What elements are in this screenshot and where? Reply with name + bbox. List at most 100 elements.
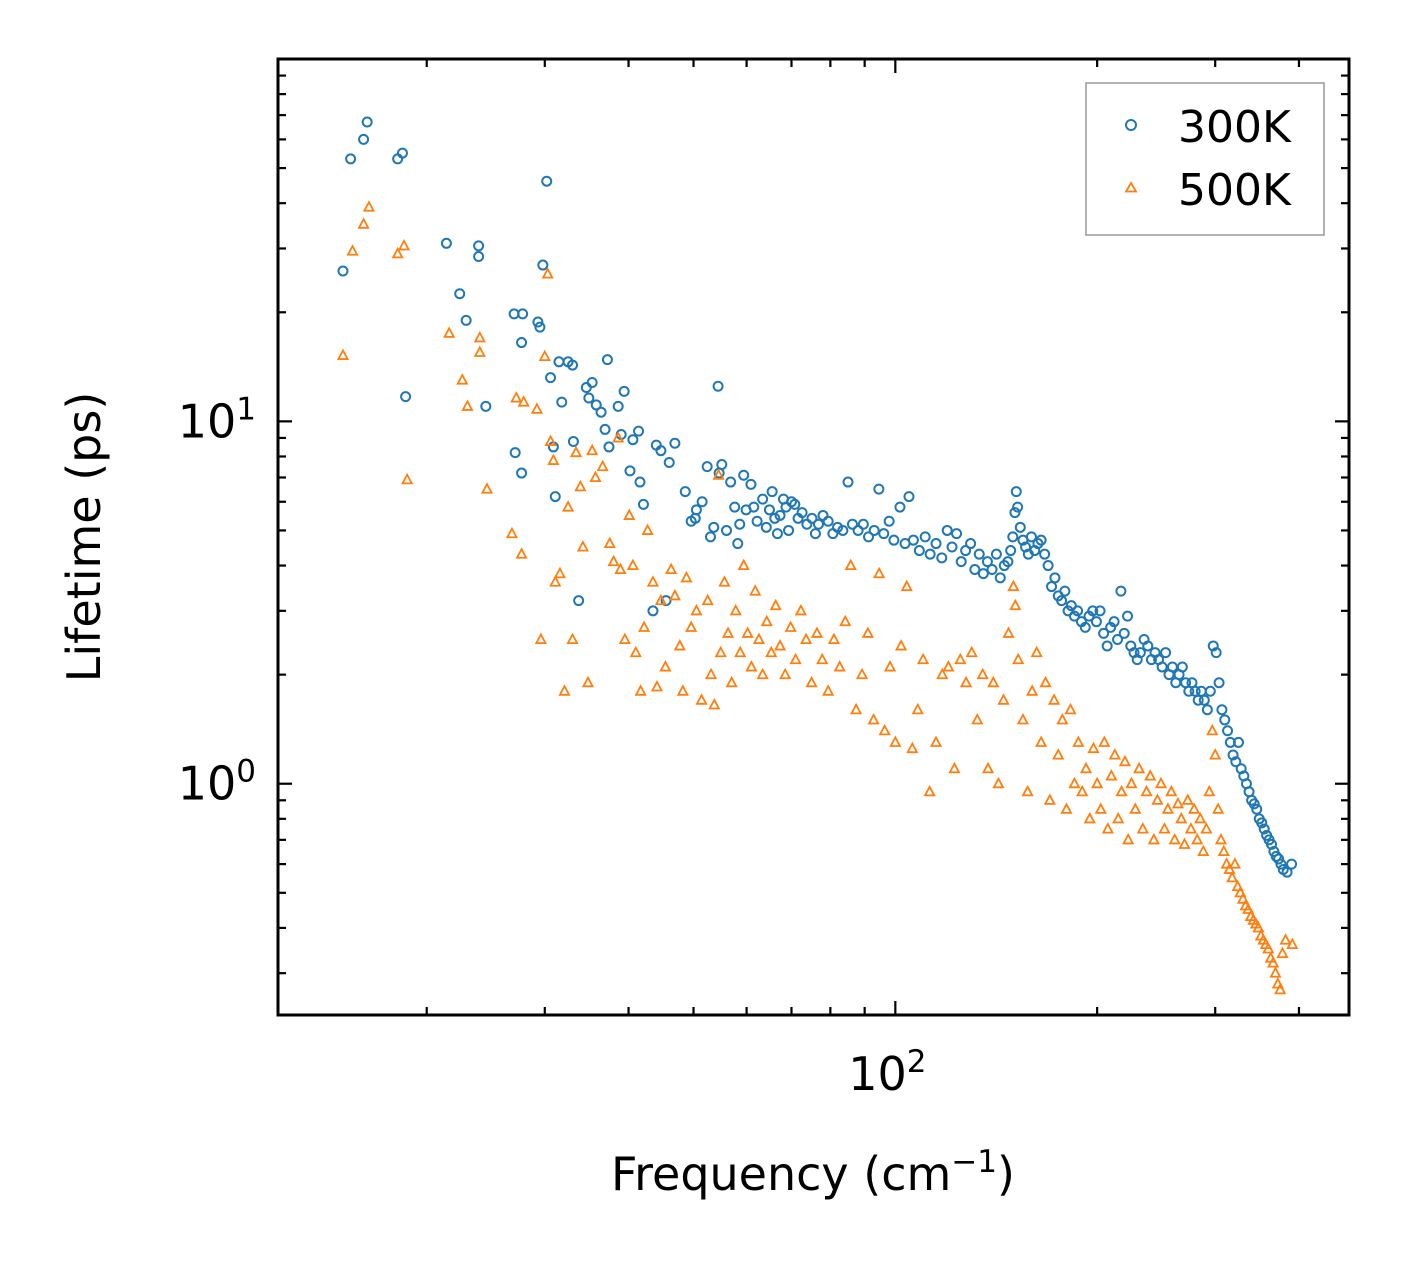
- data-point-300k: [627, 434, 639, 446]
- data-point-300k: [1204, 685, 1216, 697]
- data-point-300k: [1005, 545, 1017, 557]
- data-point-300k: [738, 469, 750, 481]
- data-point-300k: [1222, 725, 1234, 737]
- data-point-500k: [942, 660, 955, 672]
- data-point-500k: [1147, 832, 1160, 845]
- data-point-300k: [1035, 534, 1047, 546]
- data-point-500k: [566, 632, 579, 645]
- data-point-500k: [997, 693, 1010, 705]
- data-point-300k: [873, 483, 885, 495]
- data-point-500k: [1211, 802, 1225, 814]
- data-point-300k: [774, 509, 786, 521]
- data-point-300k: [1115, 585, 1127, 597]
- data-point-500k: [576, 540, 590, 552]
- x-tick-label: 102: [848, 1044, 926, 1101]
- data-point-500k: [1122, 832, 1135, 845]
- data-point-500k: [1079, 761, 1093, 774]
- data-point-500k: [789, 652, 802, 665]
- data-point-300k: [977, 568, 989, 580]
- data-point-500k: [1072, 735, 1085, 747]
- data-point-500k: [1118, 754, 1132, 767]
- data-point-300k: [903, 491, 915, 503]
- data-point-500k: [1236, 892, 1250, 904]
- data-point-500k: [1262, 942, 1275, 954]
- data-point-300k: [1049, 572, 1061, 584]
- data-point-500k: [1047, 693, 1061, 705]
- data-point-300k: [1014, 521, 1026, 533]
- data-point-500k: [456, 373, 469, 385]
- data-point-500k: [391, 246, 404, 259]
- data-point-500k: [553, 566, 567, 579]
- data-point-500k: [721, 626, 735, 638]
- data-point-300k: [396, 147, 408, 159]
- data-point-500k: [929, 735, 943, 747]
- data-point-500k: [1158, 822, 1171, 834]
- data-point-300k: [534, 321, 546, 333]
- data-point-500k: [1209, 748, 1222, 760]
- data-point-500k: [581, 675, 595, 688]
- legend: 300K 500K: [1085, 82, 1325, 236]
- legend-label-500k: 500K: [1178, 165, 1292, 216]
- data-point-500k: [676, 684, 689, 696]
- axis-ticks: [278, 57, 1349, 1015]
- data-point-300k: [556, 396, 568, 408]
- data-point-500k: [1161, 802, 1174, 814]
- data-point-500k: [626, 558, 639, 571]
- data-point-500k: [530, 402, 544, 414]
- data-point-500k: [794, 603, 807, 616]
- series-500k: [336, 200, 1299, 995]
- data-point-500k: [756, 667, 769, 680]
- data-point-500k: [765, 645, 778, 658]
- data-point-300k: [601, 354, 613, 366]
- data-point-300k: [789, 498, 801, 510]
- plot-frame: [276, 57, 1351, 1017]
- data-point-300k: [537, 259, 549, 271]
- data-point-500k: [1178, 837, 1191, 849]
- data-point-300k: [1156, 661, 1168, 673]
- data-point-500k: [1026, 684, 1039, 696]
- data-point-500k: [1181, 793, 1194, 805]
- data-point-500k: [1098, 735, 1111, 747]
- data-point-500k: [362, 200, 376, 212]
- data-point-500k: [607, 554, 620, 567]
- data-point-300k: [1230, 756, 1242, 768]
- data-point-300k: [1025, 531, 1037, 543]
- data-point-500k: [641, 523, 654, 535]
- data-point-500k: [1223, 862, 1236, 874]
- data-point-300k: [1270, 850, 1282, 862]
- data-point-500k: [1200, 822, 1213, 834]
- data-point-300k: [1201, 704, 1213, 716]
- data-point-500k: [936, 667, 949, 680]
- data-point-300k: [345, 153, 357, 165]
- data-point-300k: [745, 478, 757, 490]
- data-point-500k: [954, 652, 967, 665]
- data-point-500k: [650, 679, 664, 692]
- data-point-500k: [1279, 933, 1292, 945]
- data-point-500k: [480, 482, 494, 494]
- data-point-500k: [401, 472, 414, 485]
- data-point-300k: [1068, 610, 1080, 622]
- data-point-300k: [1256, 817, 1268, 829]
- data-point-300k: [883, 515, 895, 527]
- data-point-300k: [796, 507, 808, 519]
- data-point-300k: [516, 337, 528, 349]
- data-point-500k: [1094, 802, 1107, 814]
- data-point-300k: [878, 528, 890, 540]
- data-point-300k: [1002, 556, 1014, 568]
- data-point-300k: [358, 133, 370, 145]
- data-point-500k: [1242, 902, 1255, 914]
- data-point-500k: [844, 558, 857, 571]
- data-point-500k: [1030, 645, 1043, 658]
- data-point-500k: [1234, 885, 1247, 898]
- data-point-500k: [534, 632, 547, 645]
- data-point-500k: [1115, 784, 1128, 797]
- legend-box: [1085, 82, 1325, 236]
- data-point-500k: [538, 349, 551, 362]
- data-point-500k: [659, 660, 672, 672]
- data-point-300k: [516, 467, 528, 479]
- data-point-300k: [981, 556, 993, 568]
- data-point-300k: [573, 595, 585, 607]
- data-point-300k: [969, 564, 981, 576]
- data-point-500k: [612, 431, 625, 443]
